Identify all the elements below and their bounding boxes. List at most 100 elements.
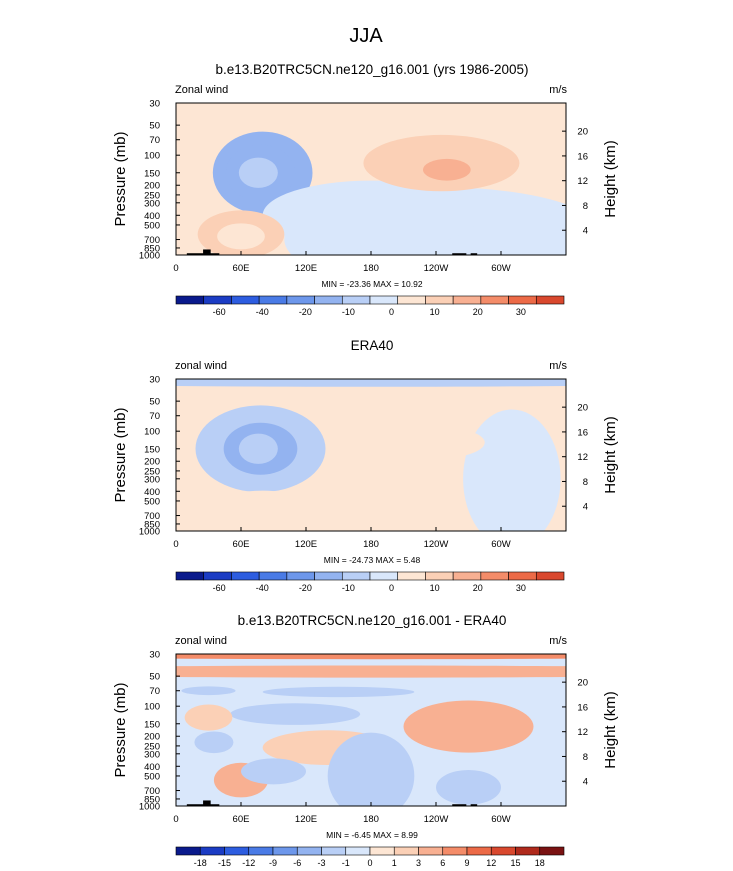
panel-units-label: m/s xyxy=(549,360,567,372)
colorbar-label: 6 xyxy=(440,858,445,868)
height-tick-label: 16 xyxy=(577,427,588,438)
y-tick-label: 500 xyxy=(144,496,160,507)
y-tick-label: 700 xyxy=(144,786,160,797)
contour-region xyxy=(181,686,236,696)
wind-field xyxy=(176,379,566,531)
y-tick-label: 700 xyxy=(144,235,160,246)
height-tick-label: 20 xyxy=(577,127,588,138)
colorbar-box xyxy=(314,295,343,305)
colorbar-label: 3 xyxy=(416,858,421,868)
y-tick-label: 50 xyxy=(149,672,160,683)
colorbar-label: 12 xyxy=(486,858,496,868)
colorbar-box xyxy=(418,846,444,856)
contour-region xyxy=(176,379,566,387)
colorbar-label: -60 xyxy=(213,583,226,593)
height-tick-label: 20 xyxy=(577,678,588,689)
colorbar-box xyxy=(321,846,347,856)
y-axis-title-right: Height (km) xyxy=(602,691,619,769)
y-tick-label: 100 xyxy=(144,702,160,713)
x-tick-label: 120W xyxy=(424,539,449,550)
colorbar-label: 10 xyxy=(430,307,440,317)
y-tick-label: 200 xyxy=(144,457,160,468)
contour-region xyxy=(259,511,277,520)
colorbar-box xyxy=(535,571,565,581)
colorbar: -60 -40 -20 -10 0 10 20 30 xyxy=(175,295,565,317)
colorbar-label: 30 xyxy=(516,583,526,593)
min-max-text: MIN = -6.45 MAX = 8.99 xyxy=(326,830,418,840)
y-tick-label: 400 xyxy=(144,762,160,773)
colorbar-label: 0 xyxy=(389,583,394,593)
contour-region xyxy=(423,158,471,181)
height-tick-label: 12 xyxy=(577,176,588,187)
y-tick-label: 50 xyxy=(149,397,160,408)
x-tick-label: 0 xyxy=(173,263,178,274)
colorbar-label: -3 xyxy=(317,858,325,868)
colorbar-box xyxy=(258,571,288,581)
topography-mask xyxy=(470,804,478,806)
y-tick-label: 100 xyxy=(144,427,160,438)
colorbar-label: -10 xyxy=(342,583,355,593)
colorbar-box xyxy=(369,295,399,305)
height-tick-label: 4 xyxy=(583,226,588,237)
y-axis-title: Pressure (mb) xyxy=(112,131,129,226)
colorbar-label: 20 xyxy=(473,307,483,317)
contour-region xyxy=(203,490,323,531)
contour-region xyxy=(176,654,566,660)
panel-difference: b.e13.B20TRC5CN.ne120_g16.001 - ERA40 zo… xyxy=(112,613,619,868)
contour-region xyxy=(176,665,566,678)
contour-region xyxy=(327,732,415,806)
colorbar-label: -60 xyxy=(213,307,226,317)
panel-left-label: zonal wind xyxy=(175,360,227,372)
height-tick-label: 16 xyxy=(577,702,588,713)
x-tick-label: 180 xyxy=(363,814,379,825)
colorbar-box xyxy=(175,846,201,856)
contour-region xyxy=(436,769,501,805)
y-tick-label: 500 xyxy=(144,771,160,782)
colorbar-box xyxy=(452,571,482,581)
y-tick-label: 150 xyxy=(144,719,160,730)
colorbar-box xyxy=(480,571,509,581)
height-tick-label: 8 xyxy=(583,201,588,212)
colorbar-label: -18 xyxy=(194,858,207,868)
y-tick-label: 70 xyxy=(149,411,160,422)
colorbar-box xyxy=(508,571,537,581)
colorbar-box xyxy=(490,846,516,856)
x-tick-label: 60W xyxy=(491,539,511,550)
colorbar-box xyxy=(286,571,315,581)
colorbar-label: -6 xyxy=(293,858,301,868)
x-tick-label: 0 xyxy=(173,539,178,550)
y-tick-label: 1000 xyxy=(139,251,160,262)
colorbar-label: -20 xyxy=(299,307,312,317)
colorbar-box xyxy=(508,295,537,305)
y-tick-label: 250 xyxy=(144,741,160,752)
contour-region xyxy=(238,433,278,464)
x-tick-label: 60W xyxy=(491,263,511,274)
y-tick-label: 30 xyxy=(149,650,160,661)
y-axis-title-right: Height (km) xyxy=(602,416,619,494)
colorbar-box xyxy=(369,571,399,581)
colorbar-box xyxy=(442,846,468,856)
contour-region xyxy=(262,180,480,250)
colorbar-box xyxy=(515,846,541,856)
colorbar-box xyxy=(248,846,274,856)
contour-region xyxy=(184,704,233,731)
colorbar-box xyxy=(345,846,371,856)
colorbar-box xyxy=(314,571,343,581)
colorbar-box xyxy=(535,295,565,305)
height-tick-label: 4 xyxy=(583,502,588,513)
colorbar: -60 -40 -20 -10 0 10 20 30 xyxy=(175,571,565,593)
contour-region xyxy=(238,157,278,188)
height-tick-label: 4 xyxy=(583,777,588,788)
x-tick-label: 120E xyxy=(295,539,317,550)
height-tick-label: 12 xyxy=(577,452,588,463)
x-tick-label: 60E xyxy=(233,263,250,274)
colorbar-box xyxy=(341,295,371,305)
colorbar-box xyxy=(393,846,419,856)
x-tick-label: 120E xyxy=(295,263,317,274)
y-tick-label: 30 xyxy=(149,99,160,110)
topography-mask xyxy=(203,800,211,806)
topography-mask xyxy=(452,253,467,255)
height-tick-label: 8 xyxy=(583,477,588,488)
